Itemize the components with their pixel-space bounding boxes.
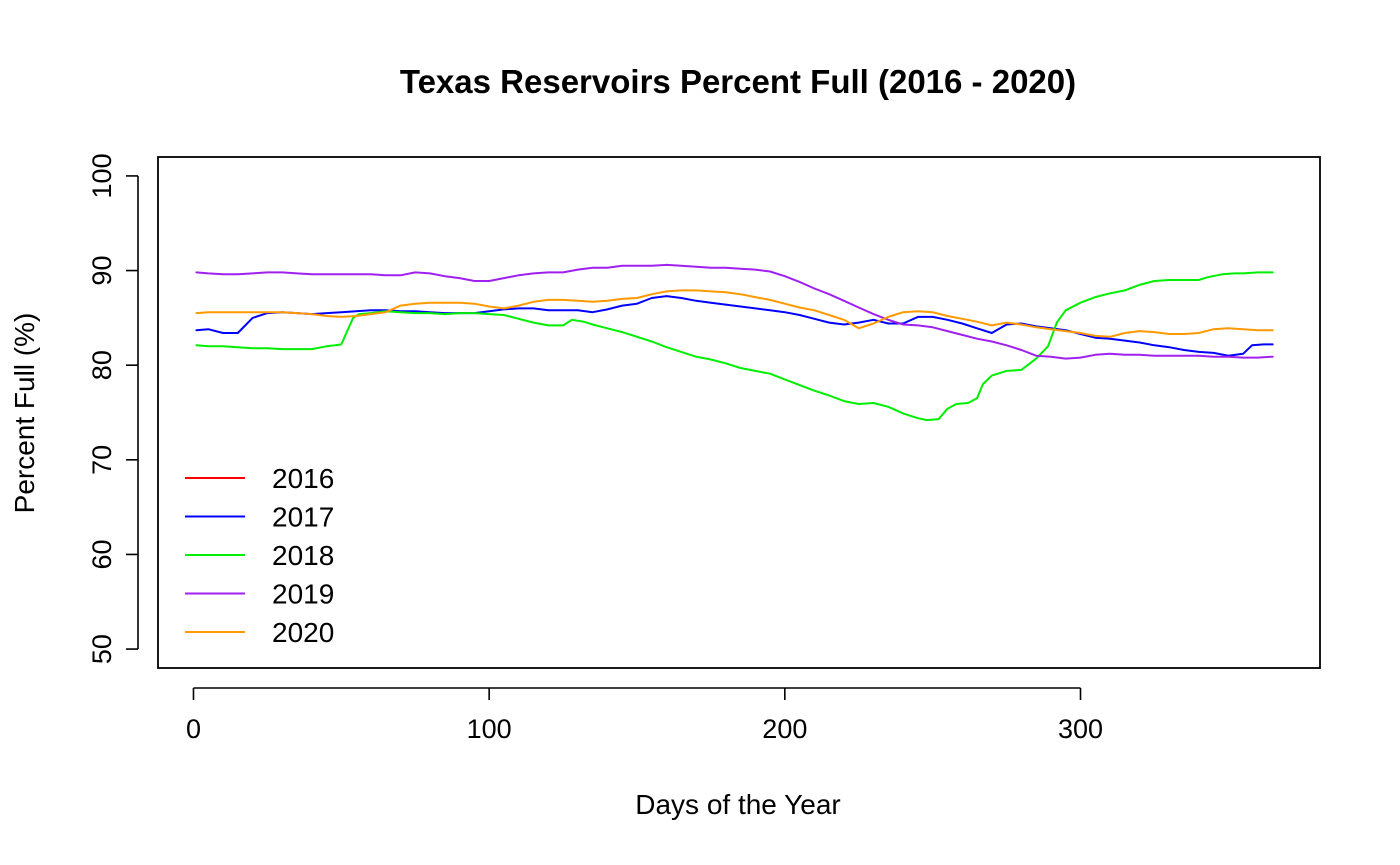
x-axis: 0 100 200 300	[186, 687, 1103, 744]
y-tick-label: 70	[87, 445, 117, 475]
x-tick-label: 0	[186, 714, 201, 744]
legend-label-2020: 2020	[272, 617, 334, 648]
series-line-2020	[195, 289, 1274, 338]
y-axis: 50 60 70 80 90 100	[87, 153, 139, 664]
series-layer	[195, 263, 1274, 422]
series-line-2018	[195, 271, 1274, 422]
x-tick-label: 300	[1058, 714, 1103, 744]
y-axis-label: Percent Full (%)	[9, 313, 40, 514]
y-tick-label: 90	[87, 256, 117, 286]
y-tick-label: 80	[87, 350, 117, 380]
legend-label-2016: 2016	[272, 463, 334, 494]
series-line-2019	[195, 263, 1274, 360]
chart-title: Texas Reservoirs Percent Full (2016 - 20…	[400, 63, 1076, 100]
legend-label-2019: 2019	[272, 579, 334, 610]
legend: 2016 2017 2018 2019 2020	[185, 463, 334, 648]
y-tick-label: 50	[87, 634, 117, 664]
legend-label-2018: 2018	[272, 540, 334, 571]
x-tick-label: 200	[762, 714, 807, 744]
series-line-2017	[195, 295, 1274, 357]
x-axis-label: Days of the Year	[635, 789, 840, 820]
y-tick-label: 60	[87, 539, 117, 569]
y-tick-label: 100	[87, 153, 117, 198]
plot-area-box	[157, 156, 1321, 669]
x-tick-label: 100	[467, 714, 512, 744]
legend-label-2017: 2017	[272, 502, 334, 533]
